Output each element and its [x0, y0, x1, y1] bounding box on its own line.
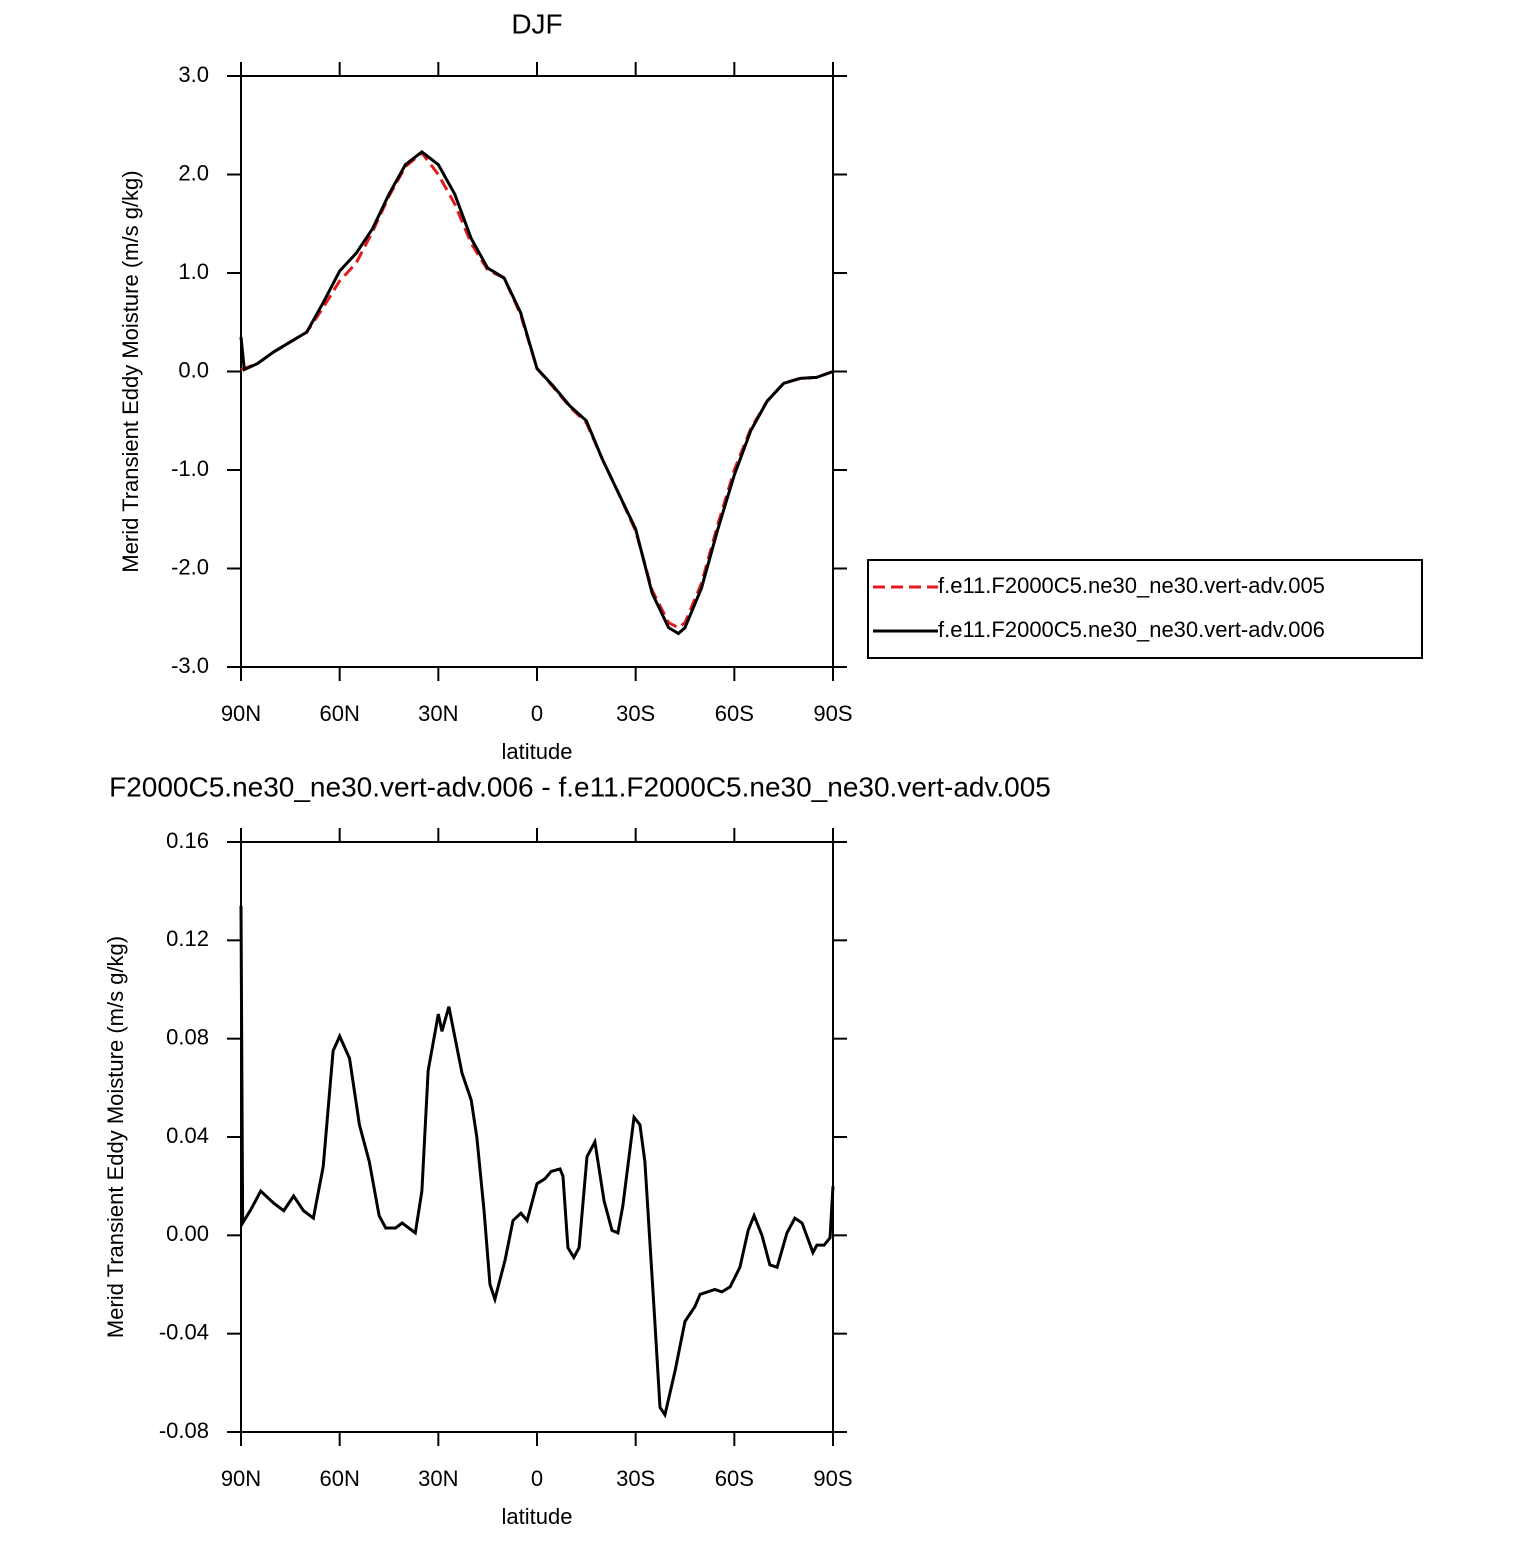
y-tick-label: 0.00 — [166, 1221, 209, 1246]
legend-label: f.e11.F2000C5.ne30_ne30.vert-adv.006 — [938, 617, 1325, 642]
x-axis-label: latitude — [502, 739, 573, 764]
x-tick-label: 60S — [715, 701, 754, 726]
x-tick-label: 60N — [319, 701, 359, 726]
y-tick-label: 1.0 — [178, 259, 209, 284]
chart-title: F2000C5.ne30_ne30.vert-adv.006 - f.e11.F… — [109, 771, 1051, 802]
x-tick-label: 0 — [531, 701, 543, 726]
data-line — [240, 150, 834, 630]
y-tick-label: 2.0 — [178, 160, 209, 185]
y-tick-label: -0.08 — [159, 1418, 209, 1443]
x-axis-label: latitude — [502, 1504, 573, 1529]
y-axis-label: Merid Transient Eddy Moisture (m/s g/kg) — [118, 170, 143, 572]
y-tick-label: 3.0 — [178, 62, 209, 87]
y-tick-label: -0.04 — [159, 1319, 209, 1344]
x-tick-label: 90S — [813, 1466, 852, 1491]
y-tick-label: -1.0 — [171, 456, 209, 481]
x-tick-label: 90S — [813, 701, 852, 726]
data-line — [239, 905, 835, 1419]
legend-label: f.e11.F2000C5.ne30_ne30.vert-adv.005 — [938, 573, 1325, 598]
y-axis-label: Merid Transient Eddy Moisture (m/s g/kg) — [103, 936, 128, 1338]
x-tick-label: 30N — [418, 701, 458, 726]
x-tick-label: 90N — [221, 701, 261, 726]
x-tick-label: 30N — [418, 1466, 458, 1491]
x-tick-label: 90N — [221, 1466, 261, 1491]
plot-frame — [240, 75, 834, 668]
x-tick-label: 0 — [531, 1466, 543, 1491]
x-tick-label: 30S — [616, 1466, 655, 1491]
plot-frame — [240, 841, 834, 1433]
y-tick-label: 0.08 — [166, 1024, 209, 1049]
y-tick-label: -2.0 — [171, 554, 209, 579]
y-tick-label: 0.16 — [166, 828, 209, 853]
y-tick-label: 0.12 — [166, 926, 209, 951]
x-tick-label: 30S — [616, 701, 655, 726]
legend-box — [867, 559, 1423, 659]
x-tick-label: 60N — [319, 1466, 359, 1491]
y-tick-label: 0.0 — [178, 357, 209, 382]
data-line — [239, 149, 834, 636]
chart-title: DJF — [511, 8, 562, 39]
y-tick-label: -3.0 — [171, 653, 209, 678]
y-tick-label: 0.04 — [166, 1123, 209, 1148]
x-tick-label: 60S — [715, 1466, 754, 1491]
